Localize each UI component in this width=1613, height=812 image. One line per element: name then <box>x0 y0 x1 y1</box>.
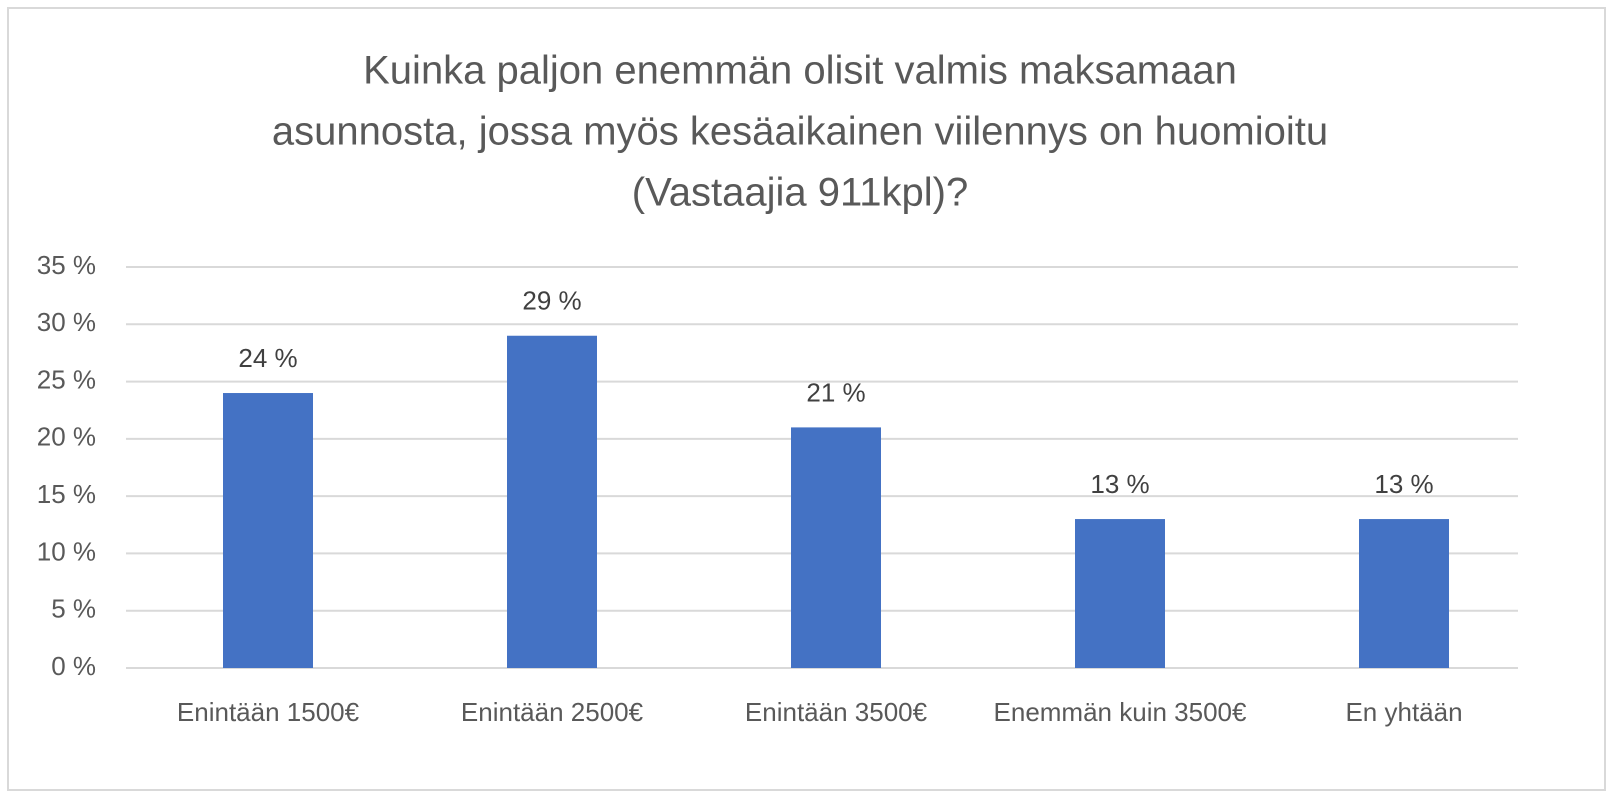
bar <box>1075 519 1165 668</box>
data-label: 13 % <box>1090 469 1149 499</box>
chart-title: asunnosta, jossa myös kesäaikainen viile… <box>272 110 1328 154</box>
bar <box>507 335 597 668</box>
data-label: 13 % <box>1374 469 1433 499</box>
y-tick-label: 0 % <box>51 651 96 681</box>
data-label: 21 % <box>806 377 865 407</box>
bar <box>791 427 881 668</box>
y-tick-label: 5 % <box>51 594 96 624</box>
x-tick-label: Enemmän kuin 3500€ <box>993 697 1247 727</box>
bar <box>223 393 313 668</box>
chart-title: (Vastaajia 911kpl)? <box>632 171 968 215</box>
chart-title: Kuinka paljon enemmän olisit valmis maks… <box>363 49 1237 93</box>
y-tick-label: 30 % <box>37 307 96 337</box>
x-tick-label: Enintään 2500€ <box>460 697 644 727</box>
data-label: 24 % <box>238 343 297 373</box>
x-tick-label: En yhtään <box>1345 697 1463 727</box>
y-tick-label: 20 % <box>37 422 96 452</box>
y-tick-label: 25 % <box>37 364 96 394</box>
y-tick-label: 10 % <box>37 536 96 566</box>
x-tick-label: Enintään 1500€ <box>176 697 360 727</box>
y-tick-label: 15 % <box>37 479 96 509</box>
x-tick-label: Enintään 3500€ <box>744 697 928 727</box>
y-tick-label: 35 % <box>37 250 96 280</box>
data-label: 29 % <box>522 286 581 316</box>
bar <box>1359 519 1449 668</box>
